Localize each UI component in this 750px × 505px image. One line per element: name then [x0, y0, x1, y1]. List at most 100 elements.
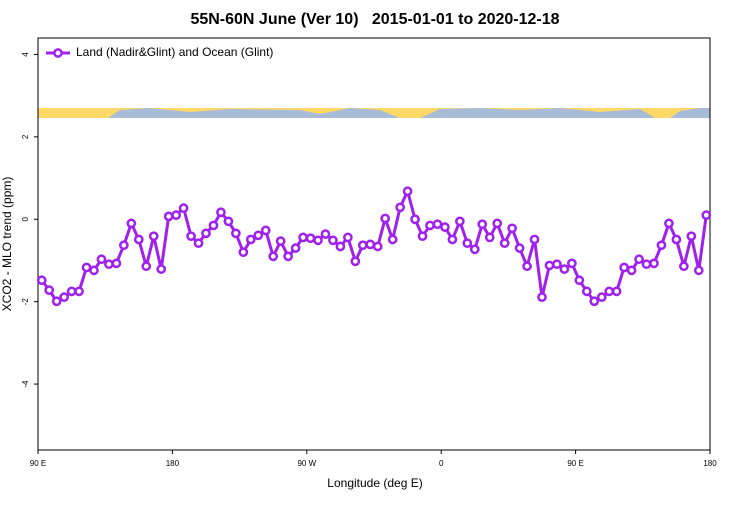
data-point [343, 232, 353, 243]
data-point [529, 234, 540, 245]
data-point [283, 251, 293, 262]
data-point [36, 275, 47, 286]
data-point [634, 254, 644, 265]
data-point [290, 243, 301, 253]
data-point [44, 285, 55, 295]
data-point [313, 235, 323, 246]
data-point [574, 275, 585, 286]
data-point [477, 219, 488, 230]
data-point [581, 286, 592, 297]
data-point [298, 232, 308, 243]
data-point [335, 241, 346, 252]
x-tick-label: 180 [166, 459, 180, 468]
data-point [492, 218, 503, 229]
data-point [275, 236, 286, 246]
data-point [664, 218, 674, 229]
plot-frame [37, 37, 711, 451]
data-point [96, 254, 107, 265]
y-tick-label: 4 [21, 52, 30, 57]
data-point [447, 234, 458, 245]
data-point [260, 225, 271, 236]
data-point [66, 286, 77, 297]
data-point [89, 265, 99, 276]
data-point [186, 231, 196, 242]
data-point [619, 262, 629, 273]
x-tick-label: 90 W [297, 459, 316, 468]
data-point [148, 231, 159, 242]
data-point [305, 233, 316, 244]
data-point [350, 256, 361, 267]
data-point [231, 228, 241, 239]
x-tick-label: 0 [439, 459, 444, 468]
data-point [522, 261, 532, 272]
data-point [686, 231, 697, 242]
data-point [223, 216, 234, 227]
data-point [357, 240, 368, 251]
legend-label: Land (Nadir&Glint) and Ocean (Glint) [76, 45, 273, 59]
data-point [141, 261, 152, 272]
data-point [133, 234, 144, 245]
data-point [245, 234, 256, 245]
data-point [499, 238, 510, 249]
y-tick-label: 0 [21, 217, 30, 222]
x-tick-label: 90 E [567, 459, 583, 468]
data-point [119, 240, 129, 251]
data-point [567, 258, 577, 269]
data-point [410, 214, 420, 225]
data-point [395, 202, 405, 213]
data-point [425, 220, 435, 231]
data-point [671, 234, 682, 245]
data-point [455, 216, 465, 227]
data-point [208, 220, 219, 231]
y-tick-label: -4 [21, 380, 30, 388]
data-point [216, 207, 226, 218]
data-point [701, 210, 712, 221]
data-point [440, 222, 450, 232]
data-point [59, 292, 69, 302]
data-point [544, 260, 555, 271]
data-point [679, 261, 689, 272]
data-point [514, 243, 525, 253]
data-point [253, 230, 264, 241]
y-tick-label: -2 [21, 298, 30, 306]
x-axis-label: Longitude (deg E) [327, 476, 422, 490]
data-point [462, 238, 473, 249]
data-point [626, 265, 637, 276]
data-point [328, 235, 338, 246]
y-axis-label: XCO2 - MLO trend (ppm) [0, 177, 14, 312]
data-point [507, 223, 517, 234]
data-point [641, 259, 652, 270]
y-tick-label: 2 [21, 134, 30, 139]
data-point [74, 286, 84, 297]
data-point [693, 265, 704, 276]
data-point [469, 244, 480, 255]
data-point [156, 264, 167, 274]
data-point [387, 234, 398, 245]
data-point [649, 258, 659, 269]
chart-title: 55N-60N June (Ver 10) 2015-01-01 to 2020… [190, 11, 559, 28]
data-point [163, 211, 174, 222]
data-point [372, 241, 383, 252]
x-tick-label: 180 [703, 459, 717, 468]
map-strip [38, 108, 710, 118]
data-point [171, 210, 181, 221]
legend-marker [53, 48, 63, 58]
data-point [81, 262, 92, 273]
data-point [126, 218, 137, 229]
data-point [596, 292, 607, 302]
data-point [611, 286, 622, 297]
data-point [604, 286, 615, 297]
data-point [193, 238, 204, 249]
data-point [201, 228, 211, 239]
data-point [380, 213, 391, 224]
data-point [417, 231, 428, 242]
data-point [320, 229, 331, 239]
data-point [238, 247, 249, 258]
data-point [111, 258, 122, 269]
data-point [178, 203, 189, 214]
data-point [656, 240, 667, 251]
data-point [559, 264, 570, 274]
data-point [484, 232, 495, 243]
x-tick-label: 90 E [30, 459, 46, 468]
